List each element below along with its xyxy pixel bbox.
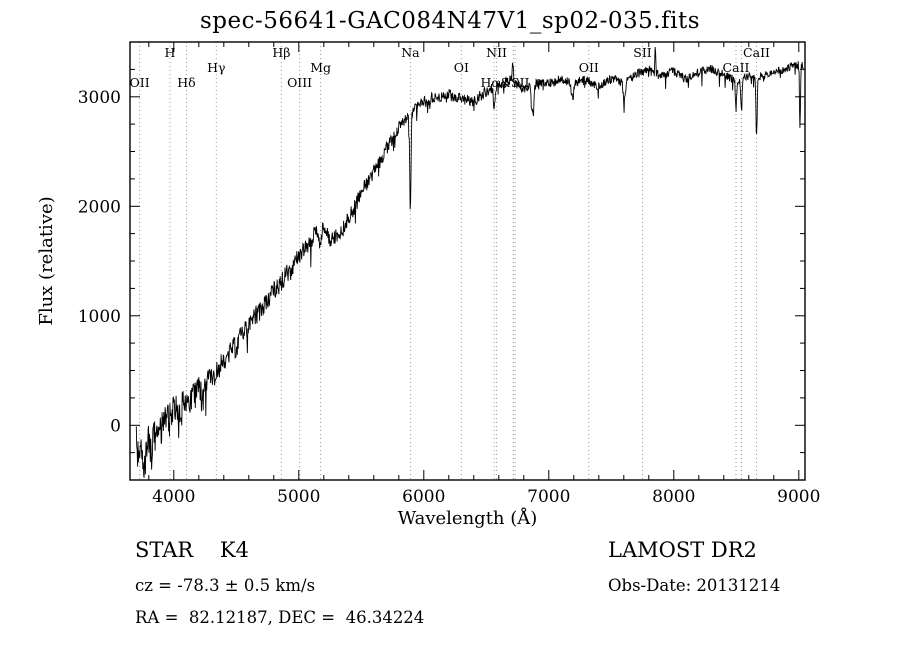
y-tick-label: 3000 — [78, 88, 121, 108]
spectrum-trace — [135, 46, 804, 478]
x-tick-label: 4000 — [152, 487, 195, 507]
spectral-line-label: Hβ — [272, 45, 290, 60]
obs-date: Obs-Date: 20131214 — [608, 576, 781, 595]
spectral-line-label: OII — [579, 60, 599, 75]
spectral-line-label: OII — [130, 75, 150, 90]
object-class-label: STAR K4 — [135, 538, 249, 562]
y-axis-title: Flux (relative) — [36, 196, 57, 325]
spectral-line-label: NII — [486, 45, 507, 60]
axes: 4000 5000 6000 7000 8000 9000 0 1000 2000 3000 Wav… — [36, 41, 820, 529]
survey-label: LAMOST DR2 — [608, 538, 757, 562]
y-tick-label: 0 — [110, 416, 121, 436]
x-tick-label: 6000 — [402, 487, 445, 507]
cz-value: cz = -78.3 ± 0.5 km/s — [135, 576, 316, 595]
spectrum-flux-line — [135, 46, 804, 478]
x-tick-label: 8000 — [652, 487, 695, 507]
y-tick-label: 1000 — [78, 307, 121, 327]
spectral-line-label: CaII — [743, 45, 770, 60]
spectral-line-label: CaII — [723, 60, 750, 75]
spectral-line-label: OIII — [287, 75, 312, 90]
coordinates: RA = 82.12187, DEC = 46.34224 — [135, 608, 425, 627]
spectral-line-label: H — [165, 45, 176, 60]
spectral-line-label: OI — [454, 60, 469, 75]
plot-title: spec-56641-GAC084N47V1_sp02-035.fits — [199, 8, 701, 34]
x-axis-title: Wavelength (Å) — [398, 507, 538, 529]
y-tick-label: 2000 — [78, 197, 121, 217]
spectral-line-label: Na — [401, 45, 420, 60]
spectral-line-label: Hδ — [177, 75, 195, 90]
x-tick-label: 5000 — [277, 487, 320, 507]
x-tick-label: 7000 — [527, 487, 570, 507]
x-tick-label: 9000 — [777, 487, 820, 507]
spectral-line-label: Hγ — [207, 60, 225, 75]
spectral-line-label: SII — [633, 45, 652, 60]
spectral-line-label: Mg — [310, 60, 331, 75]
spectral-line-markers: OIIHHδHγHβOIIIMgNaOINIIHα&SIIOIISIICaIIC… — [130, 42, 770, 480]
plot-frame — [129, 41, 806, 481]
